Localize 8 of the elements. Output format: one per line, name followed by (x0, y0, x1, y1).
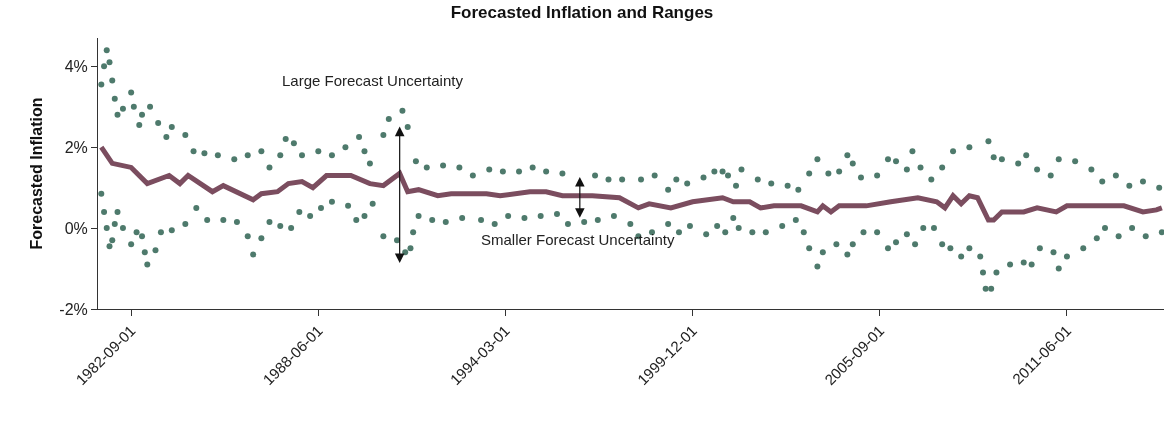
y-tick-label: 4% (64, 57, 88, 75)
y-tick-label: 2% (64, 138, 88, 156)
annotation: Smaller Forecast Uncertainty (481, 231, 675, 248)
annotation: Large Forecast Uncertainty (282, 72, 464, 89)
y-tick-label: -2% (59, 300, 88, 318)
y-axis-title: Forecasted Inflation (28, 97, 46, 250)
chart-title: Forecasted Inflation and Ranges (450, 3, 714, 23)
y-tick-label: 0% (64, 219, 88, 237)
